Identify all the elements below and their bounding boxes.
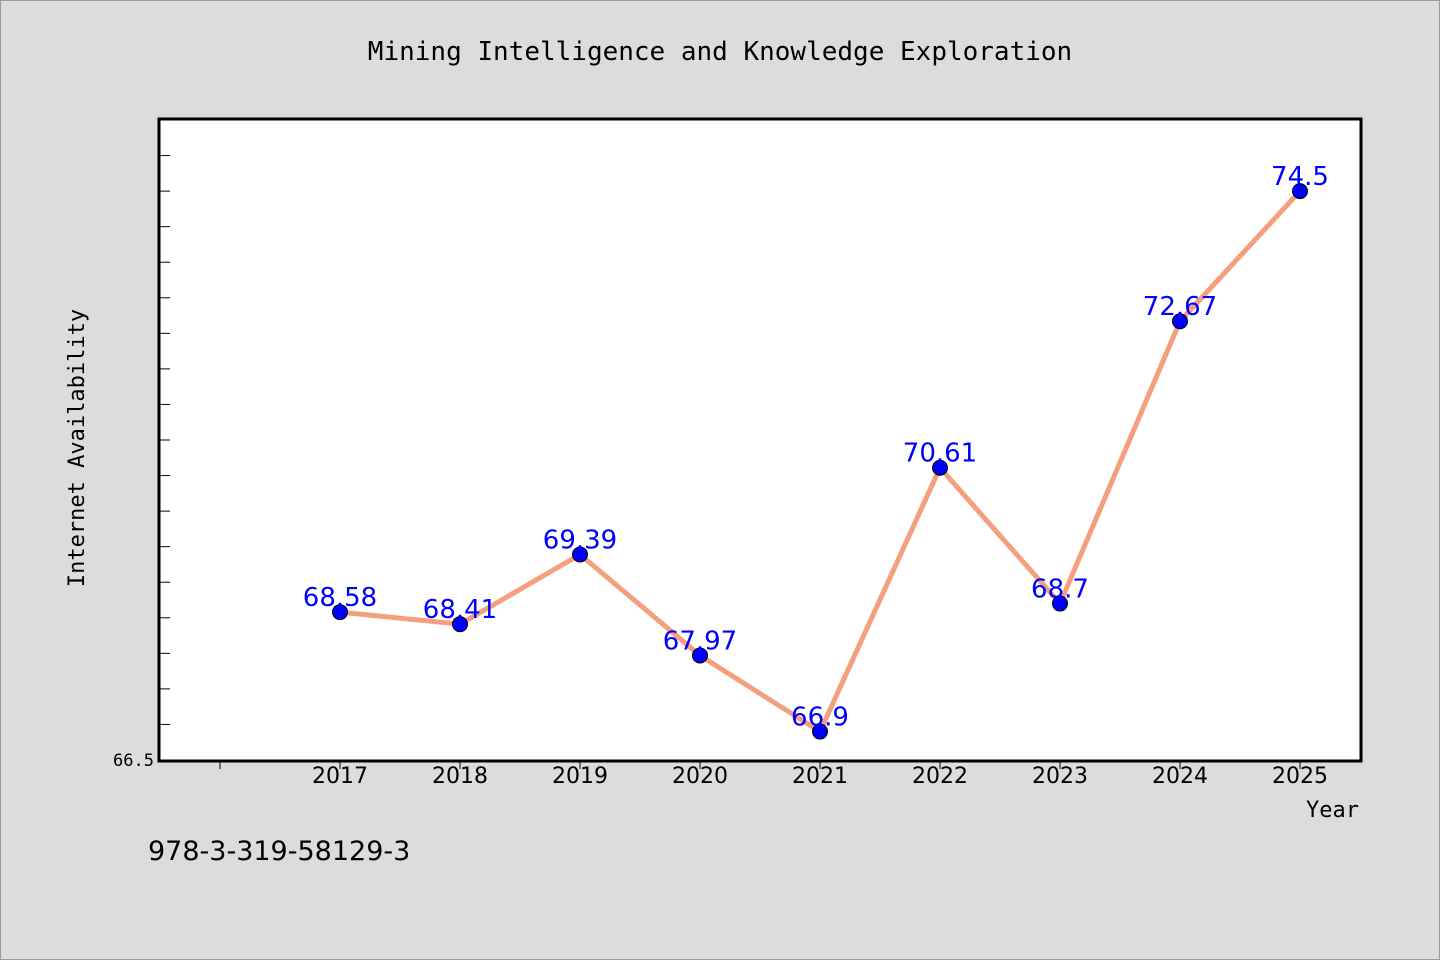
x-tick-label-2025: 2025 — [1272, 764, 1328, 789]
isbn-footer: 978-3-319-58129-3 — [148, 836, 411, 867]
x-tick-label-2018: 2018 — [432, 764, 488, 789]
data-label-2021: 66.9 — [791, 703, 849, 733]
chart-title: Mining Intelligence and Knowledge Explor… — [368, 37, 1072, 67]
x-tick-label-2023: 2023 — [1032, 764, 1088, 789]
x-tick-label-2017: 2017 — [312, 764, 368, 789]
data-label-2024: 72.67 — [1143, 292, 1217, 322]
x-tick-label-2024: 2024 — [1152, 764, 1208, 789]
data-point-2022 — [932, 459, 948, 476]
x-tick-label-2021: 2021 — [792, 764, 848, 789]
data-label-2022: 70.61 — [903, 439, 977, 469]
data-point-2024 — [1172, 313, 1188, 330]
data-label-2019: 69.39 — [543, 525, 617, 555]
series-group: 68.58 68.41 69.39 67.97 66.9 70.61 68.7 72.67 74… — [303, 162, 1329, 740]
data-point-2018 — [452, 616, 468, 633]
y-tick-label-min: 66.5 — [113, 751, 154, 771]
data-label-2017: 68.58 — [303, 583, 377, 613]
x-axis-label: Year — [1306, 798, 1359, 823]
data-point-2021 — [812, 723, 828, 740]
data-point-2017 — [332, 604, 348, 621]
data-point-2020 — [692, 647, 708, 664]
x-tick-labels: 2017 2018 2019 2020 2021 2022 2023 2024 2025 — [312, 764, 1328, 789]
data-label-2020: 67.97 — [663, 626, 737, 656]
data-label-2018: 68.41 — [423, 595, 497, 625]
x-tick-label-2020: 2020 — [672, 764, 728, 789]
x-tick-label-2022: 2022 — [912, 764, 968, 789]
data-point-2025 — [1292, 183, 1308, 200]
data-point-2019 — [572, 546, 588, 563]
data-label-2023: 68.7 — [1031, 575, 1089, 605]
data-point-2023 — [1052, 595, 1068, 612]
plot-area — [157, 117, 1363, 763]
data-label-2025: 74.5 — [1271, 162, 1329, 192]
x-tick-label-2019: 2019 — [552, 764, 608, 789]
y-axis-label: Internet Availability — [65, 309, 90, 587]
y-axis-ticks — [160, 155, 170, 725]
x-axis-ticks — [219, 760, 1301, 769]
